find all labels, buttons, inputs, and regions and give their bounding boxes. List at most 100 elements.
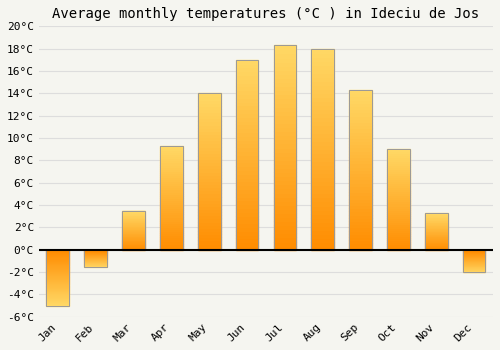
Bar [122, 225, 145, 226]
Bar [46, 250, 69, 306]
Bar [274, 229, 296, 233]
Bar [274, 156, 296, 160]
Bar [160, 200, 182, 202]
Bar [274, 205, 296, 209]
Bar [425, 249, 448, 250]
Bar [312, 202, 334, 205]
Bar [274, 127, 296, 131]
Bar [312, 186, 334, 189]
Bar [312, 105, 334, 109]
Bar [425, 224, 448, 225]
Bar [274, 217, 296, 221]
Bar [387, 240, 410, 242]
Bar [122, 227, 145, 228]
Bar [274, 246, 296, 250]
Bar [122, 211, 145, 250]
Bar [160, 191, 182, 194]
Bar [122, 234, 145, 235]
Bar [236, 60, 258, 64]
Bar [387, 179, 410, 181]
Bar [274, 74, 296, 78]
Bar [160, 204, 182, 206]
Bar [198, 200, 220, 203]
Bar [274, 90, 296, 94]
Bar [274, 180, 296, 184]
Bar [198, 137, 220, 140]
Bar [122, 219, 145, 220]
Bar [46, 279, 69, 280]
Bar [312, 222, 334, 226]
Bar [198, 156, 220, 159]
Bar [122, 245, 145, 246]
Bar [198, 121, 220, 125]
Bar [349, 90, 372, 93]
Bar [387, 230, 410, 232]
Bar [387, 163, 410, 165]
Bar [312, 234, 334, 238]
Bar [274, 164, 296, 168]
Bar [312, 109, 334, 113]
Bar [349, 109, 372, 112]
Bar [198, 187, 220, 190]
Bar [274, 225, 296, 229]
Bar [160, 198, 182, 200]
Bar [160, 169, 182, 171]
Bar [236, 71, 258, 75]
Bar [274, 241, 296, 246]
Bar [349, 90, 372, 250]
Bar [236, 136, 258, 140]
Bar [160, 162, 182, 164]
Bar [312, 85, 334, 89]
Bar [463, 251, 485, 252]
Bar [425, 216, 448, 217]
Bar [463, 253, 485, 254]
Bar [349, 237, 372, 240]
Bar [160, 158, 182, 160]
Bar [198, 97, 220, 100]
Bar [312, 226, 334, 230]
Bar [274, 176, 296, 180]
Bar [312, 165, 334, 169]
Bar [312, 65, 334, 69]
Bar [236, 102, 258, 105]
Bar [198, 153, 220, 156]
Bar [387, 244, 410, 246]
Bar [274, 184, 296, 188]
Bar [46, 270, 69, 271]
Bar [387, 236, 410, 238]
Bar [349, 176, 372, 180]
Bar [387, 228, 410, 230]
Bar [46, 281, 69, 282]
Bar [122, 231, 145, 232]
Bar [122, 244, 145, 245]
Bar [463, 263, 485, 264]
Bar [198, 165, 220, 168]
Bar [425, 217, 448, 218]
Bar [387, 169, 410, 171]
Bar [349, 243, 372, 246]
Bar [236, 181, 258, 185]
Bar [349, 192, 372, 195]
Bar [46, 257, 69, 258]
Bar [387, 171, 410, 173]
Bar [236, 79, 258, 83]
Bar [463, 269, 485, 270]
Bar [387, 181, 410, 183]
Bar [236, 109, 258, 113]
Bar [160, 175, 182, 177]
Bar [160, 146, 182, 148]
Bar [160, 237, 182, 239]
Bar [160, 148, 182, 150]
Bar [46, 254, 69, 256]
Bar [236, 64, 258, 68]
Bar [425, 232, 448, 233]
Bar [349, 138, 372, 141]
Bar [236, 212, 258, 216]
Bar [198, 103, 220, 106]
Bar [198, 106, 220, 109]
Bar [122, 249, 145, 250]
Bar [312, 81, 334, 85]
Bar [349, 128, 372, 132]
Bar [349, 151, 372, 154]
Bar [349, 96, 372, 99]
